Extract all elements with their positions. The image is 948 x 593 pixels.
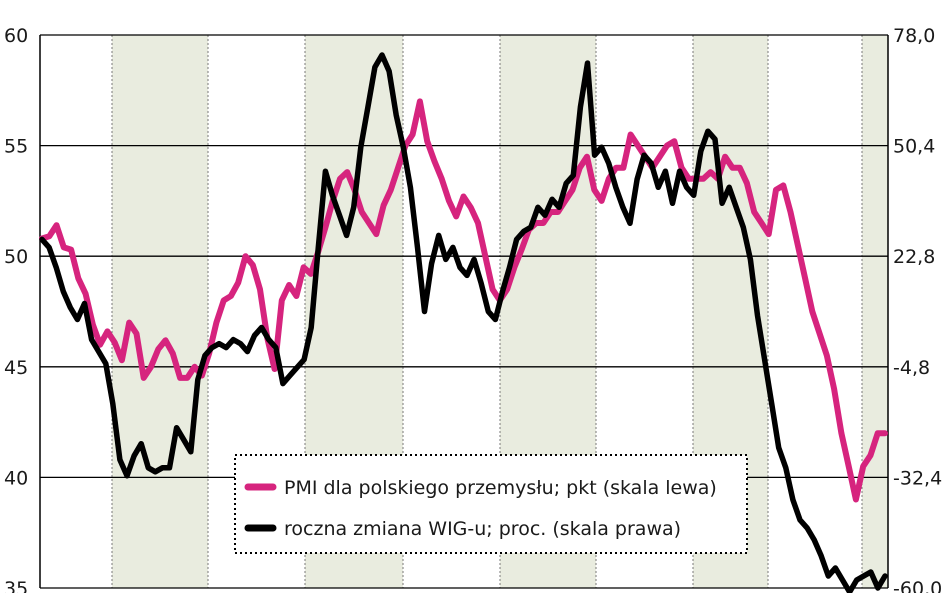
- series-layer: [39, 52, 888, 593]
- wig-series-line: [39, 52, 888, 593]
- left-tick-label: 35: [4, 578, 28, 593]
- left-tick-label: 40: [4, 467, 28, 489]
- legend-label-wig: roczna zmiana WIG-u; proc. (skala prawa): [284, 518, 681, 540]
- right-tick-label: -32,4: [893, 467, 942, 489]
- legend: PMI dla polskiego przemysłu; pkt (skala …: [234, 454, 748, 554]
- right-tick-label: 50,4: [893, 136, 935, 158]
- right-tick-label: -4,8: [893, 357, 930, 379]
- year-bands: [112, 35, 888, 588]
- legend-box: [234, 454, 748, 554]
- year-band: [862, 35, 888, 588]
- left-tick-label: 55: [4, 136, 28, 158]
- pmi-series-line: [39, 98, 888, 503]
- right-tick-label: -60,0: [893, 578, 942, 593]
- legend-label-pmi: PMI dla polskiego przemysłu; pkt (skala …: [284, 477, 717, 499]
- right-tick-label: 78,0: [893, 25, 935, 47]
- left-axis-ticks: 60 55 50 45 40 35: [4, 25, 28, 593]
- right-axis-ticks: 78,0 50,4 22,8 -4,8 -32,4 -60,0: [893, 25, 942, 593]
- year-band: [112, 35, 208, 588]
- right-tick-label: 22,8: [893, 246, 935, 268]
- left-tick-label: 45: [4, 357, 28, 379]
- left-tick-label: 60: [4, 25, 28, 47]
- left-tick-label: 50: [4, 246, 28, 268]
